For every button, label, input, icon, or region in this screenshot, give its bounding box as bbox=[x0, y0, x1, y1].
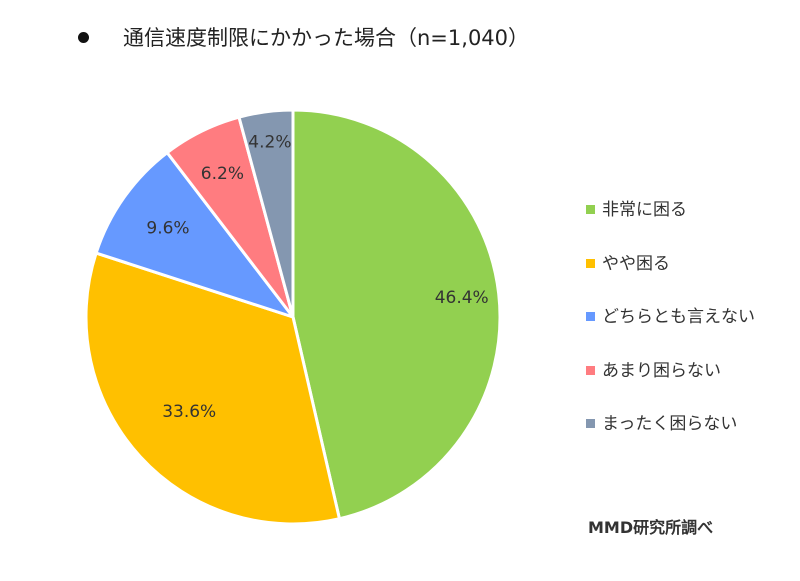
bullet-icon bbox=[78, 31, 89, 43]
legend: 非常に困るやや困るどちらとも言えない あまり困らない まったく困らない bbox=[586, 200, 755, 468]
legend-item-4: あまり困らない bbox=[586, 361, 755, 415]
pie-slices bbox=[84, 108, 502, 526]
pie-data-label-2: 33.6% bbox=[162, 402, 216, 422]
chart-title: 通信速度制限にかかった場合（n=1,040） bbox=[78, 22, 529, 52]
legend-label: 非常に困る bbox=[602, 200, 687, 220]
source-credit: MMD研究所調べ bbox=[588, 518, 714, 537]
legend-item-5: まったく困らない bbox=[586, 414, 755, 468]
legend-label: どちらとも言えない bbox=[602, 307, 755, 327]
pie-slice-2 bbox=[84, 251, 341, 526]
chart-title-text: 通信速度制限にかかった場合（n=1,040） bbox=[123, 26, 530, 50]
legend-swatch bbox=[586, 419, 595, 428]
pie-data-labels: 46.4% 33.6% 9.6% 6.2%4.2% bbox=[146, 133, 488, 423]
legend-swatch bbox=[586, 365, 595, 375]
legend-swatch bbox=[586, 312, 595, 321]
pie-slice-1 bbox=[291, 108, 502, 521]
legend-label: やや困る bbox=[602, 253, 670, 274]
pie-data-label-1: 46.4% bbox=[435, 288, 489, 308]
legend-swatch bbox=[586, 258, 595, 268]
pie-slice-3 bbox=[94, 151, 295, 319]
legend-item-2: やや困る bbox=[586, 254, 755, 308]
legend-swatch bbox=[586, 205, 595, 214]
legend-label: あまり困らない bbox=[602, 360, 721, 381]
pie-data-label-5: 4.2% bbox=[248, 133, 291, 153]
pie-data-label-4: 6.2% bbox=[201, 164, 244, 184]
legend-label: まったく困らない bbox=[602, 414, 738, 434]
legend-item-1: 非常に困る bbox=[586, 200, 755, 254]
legend-item-3: どちらとも言えない bbox=[586, 307, 755, 361]
pie-slice-5 bbox=[237, 108, 295, 319]
pie-data-label-3: 9.6% bbox=[146, 219, 189, 239]
